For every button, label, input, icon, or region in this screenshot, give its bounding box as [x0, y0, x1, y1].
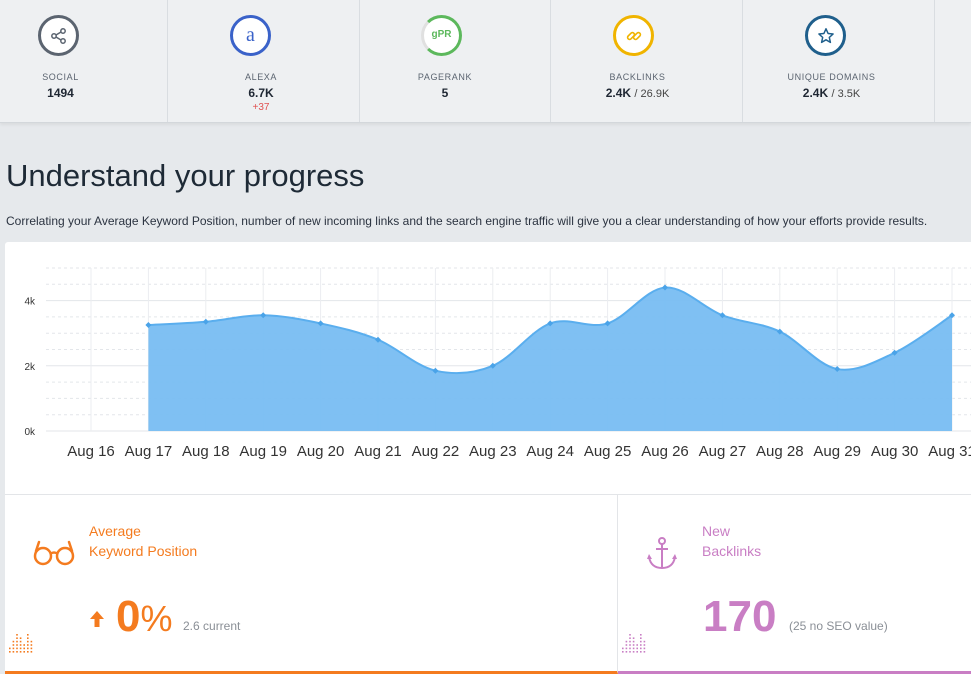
pagerank-icon: gPR — [421, 15, 462, 56]
section-description: Correlating your Average Keyword Positio… — [6, 214, 928, 228]
x-tick-label: Aug 28 — [756, 443, 804, 460]
data-point — [604, 320, 611, 327]
metric-value: 1494 — [47, 86, 74, 100]
data-point — [949, 312, 955, 319]
stat-value-number: 0 — [116, 592, 141, 641]
metric-label: BACKLINKS — [609, 72, 666, 82]
stat-new-backlinks[interactable]: New Backlinks 170 (25 no SEO value) — [618, 494, 971, 674]
x-tick-label: Aug 19 — [239, 443, 287, 460]
x-tick-label: Aug 21 — [354, 443, 402, 460]
data-point — [432, 367, 439, 374]
stat-label: New Backlinks — [702, 521, 761, 561]
x-tick-label: Aug 29 — [813, 443, 861, 460]
x-tick-label: Aug 30 — [871, 443, 919, 460]
data-point — [489, 362, 496, 369]
alexa-letter: a — [246, 24, 255, 46]
metric-delta: +37 — [252, 102, 270, 113]
stat-label-line2: Keyword Position — [89, 543, 198, 559]
stat-note: (25 no SEO value) — [789, 619, 888, 633]
x-tick-label: Aug 27 — [699, 443, 747, 460]
metric-label: UNIQUE DOMAINS — [787, 72, 876, 82]
metric-label: SOCIAL — [42, 72, 79, 82]
metric-unique-domains[interactable]: UNIQUE DOMAINS 2.4K / 3.5K — [743, 0, 935, 122]
data-point — [547, 320, 554, 327]
x-tick-label: Aug 18 — [182, 443, 230, 460]
data-point — [891, 349, 898, 356]
stat-label-line1: Average — [89, 523, 141, 539]
pagerank-badge: gPR — [431, 29, 452, 40]
x-tick-label: Aug 17 — [125, 443, 173, 460]
data-point — [317, 320, 324, 327]
stat-value-unit: % — [140, 598, 173, 639]
x-tick-label: Aug 23 — [469, 443, 517, 460]
metric-value-main: 2.4K — [605, 86, 632, 100]
metric-value-total: / 26.9K — [634, 88, 670, 100]
x-tick-label: Aug 24 — [526, 443, 574, 460]
page-title: Understand your progress — [6, 158, 365, 193]
metric-label: PAGERANK — [417, 72, 473, 82]
metric-backlinks[interactable]: BACKLINKS 2.4K / 26.9K — [551, 0, 743, 122]
link-icon — [613, 15, 654, 56]
metric-alexa[interactable]: a ALEXA 6.7K +37 — [168, 0, 360, 122]
metrics-bar: SOCIAL 1494 a ALEXA 6.7K +37 gPR PAGERAN… — [0, 0, 971, 123]
progress-card: 0k 2k 4k Aug 16 Aug 17 Aug 18 Aug 19 Aug 20 Aug … — [5, 242, 971, 674]
metric-value: 2.4K / 26.9K — [533, 86, 742, 100]
metric-value-total: / 3.5K — [831, 88, 861, 100]
x-tick-label: Aug 31 — [928, 443, 971, 460]
glasses-icon — [33, 540, 75, 566]
data-point — [145, 322, 152, 329]
x-tick-label: Aug 20 — [297, 443, 345, 460]
y-tick-label: 2k — [24, 362, 36, 373]
x-tick-label: Aug 26 — [641, 443, 689, 460]
stat-value: 170 — [703, 592, 777, 641]
share-icon — [38, 15, 79, 56]
metric-value: 5 — [441, 86, 449, 100]
star-icon — [805, 15, 846, 56]
metric-value-main: 2.4K — [802, 86, 829, 100]
progress-chart[interactable]: 0k 2k 4k Aug 16 Aug 17 Aug 18 Aug 19 Aug 20 Aug … — [5, 242, 971, 482]
stat-value: 0% — [116, 595, 173, 641]
stat-keyword-position[interactable]: Average Keyword Position 0% 2.6 current — [5, 494, 618, 674]
y-tick-label: 0k — [24, 427, 36, 438]
x-tick-label: Aug 25 — [584, 443, 632, 460]
metric-pagerank[interactable]: gPR PAGERANK 5 — [360, 0, 551, 122]
data-point — [776, 328, 783, 335]
stat-label-line2: Backlinks — [702, 543, 762, 559]
data-point — [662, 284, 668, 291]
stat-note: 2.6 current — [183, 619, 241, 633]
data-point — [260, 312, 267, 319]
x-tick-label: Aug 16 — [67, 443, 115, 460]
stat-label-line1: New — [702, 523, 731, 539]
arrow-up-icon — [90, 611, 104, 627]
stat-label: Average Keyword Position — [89, 521, 197, 561]
anchor-icon — [647, 537, 677, 570]
metric-label: ALEXA — [244, 72, 278, 82]
alexa-icon: a — [230, 15, 271, 56]
x-tick-label: Aug 22 — [412, 443, 460, 460]
metric-value: 2.4K / 3.5K — [729, 86, 934, 100]
dots-decoration — [622, 634, 646, 653]
metric-social[interactable]: SOCIAL 1494 — [0, 0, 168, 122]
data-point — [719, 312, 726, 319]
y-tick-label: 4k — [24, 297, 36, 308]
data-point — [375, 336, 381, 343]
data-point — [834, 366, 841, 373]
data-point — [202, 318, 209, 325]
dots-decoration — [9, 634, 33, 653]
metric-value: 6.7K — [248, 86, 274, 100]
